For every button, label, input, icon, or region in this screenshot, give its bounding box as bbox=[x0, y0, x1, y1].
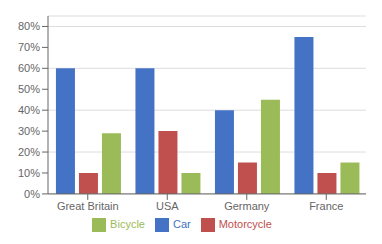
svg-text:80%: 80% bbox=[18, 20, 40, 32]
svg-text:30%: 30% bbox=[18, 125, 40, 137]
svg-text:60%: 60% bbox=[18, 62, 40, 74]
svg-text:Great Britain: Great Britain bbox=[57, 200, 119, 212]
svg-text:Germany: Germany bbox=[224, 200, 270, 212]
svg-text:70%: 70% bbox=[18, 41, 40, 53]
svg-text:0%: 0% bbox=[24, 188, 40, 200]
svg-text:40%: 40% bbox=[18, 104, 40, 116]
svg-text:France: France bbox=[309, 200, 343, 212]
html-text:Car: Car bbox=[173, 217, 191, 230]
svg-text:USA: USA bbox=[156, 200, 179, 212]
svg-text:20%: 20% bbox=[18, 146, 40, 158]
svg-text:10%: 10% bbox=[18, 167, 40, 179]
html-text:Bicycle: Bicycle bbox=[110, 217, 145, 230]
html-text:Motorcycle: Motorcycle bbox=[218, 217, 272, 230]
svg-text:50%: 50% bbox=[18, 83, 40, 95]
